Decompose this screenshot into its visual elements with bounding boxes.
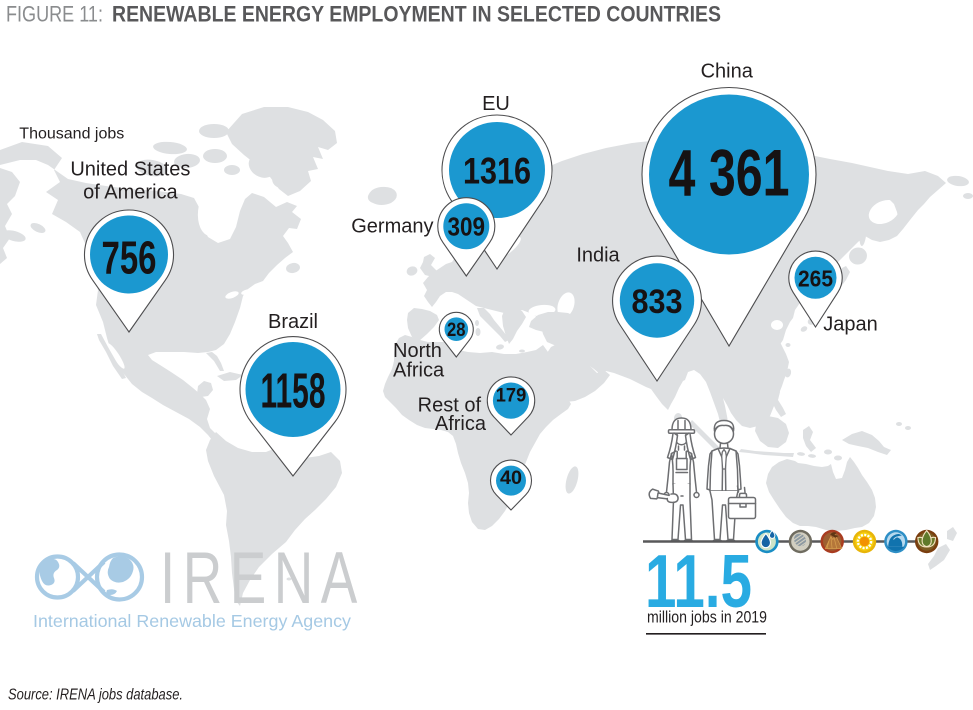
svg-text:Source: IRENA jobs database.: Source: IRENA jobs database. <box>8 687 183 704</box>
svg-text:Germany: Germany <box>351 216 433 238</box>
svg-text:million jobs in 2019: million jobs in 2019 <box>647 608 767 627</box>
svg-text:40: 40 <box>500 467 522 489</box>
svg-text:4 361: 4 361 <box>669 136 790 210</box>
svg-text:China: China <box>701 61 754 83</box>
svg-text:of America: of America <box>83 182 178 204</box>
svg-text:FIGURE 11:: FIGURE 11: <box>6 2 103 27</box>
svg-text:28: 28 <box>447 320 466 341</box>
svg-text:IRENA: IRENA <box>160 537 365 618</box>
svg-text:Brazil: Brazil <box>268 311 318 333</box>
svg-text:EU: EU <box>482 93 510 115</box>
svg-text:1316: 1316 <box>463 150 531 192</box>
svg-text:Rest of: Rest of <box>418 395 482 417</box>
svg-text:179: 179 <box>496 386 527 407</box>
svg-text:265: 265 <box>798 265 833 291</box>
svg-text:United States: United States <box>70 159 190 181</box>
svg-text:International Renewable Energy: International Renewable Energy Agency <box>33 611 351 631</box>
svg-text:1158: 1158 <box>261 364 326 418</box>
svg-text:756: 756 <box>102 231 157 283</box>
svg-text:Japan: Japan <box>823 314 878 336</box>
svg-text:309: 309 <box>448 214 486 242</box>
svg-text:11.5: 11.5 <box>645 539 752 623</box>
svg-text:RENEWABLE ENERGY EMPLOYMENT IN: RENEWABLE ENERGY EMPLOYMENT IN SELECTED … <box>112 2 721 27</box>
svg-text:India: India <box>576 245 620 267</box>
svg-text:North: North <box>393 340 442 362</box>
svg-text:833: 833 <box>632 283 683 321</box>
svg-text:Africa: Africa <box>435 413 487 435</box>
svg-text:Africa: Africa <box>393 360 445 382</box>
svg-text:Thousand jobs: Thousand jobs <box>19 126 124 143</box>
